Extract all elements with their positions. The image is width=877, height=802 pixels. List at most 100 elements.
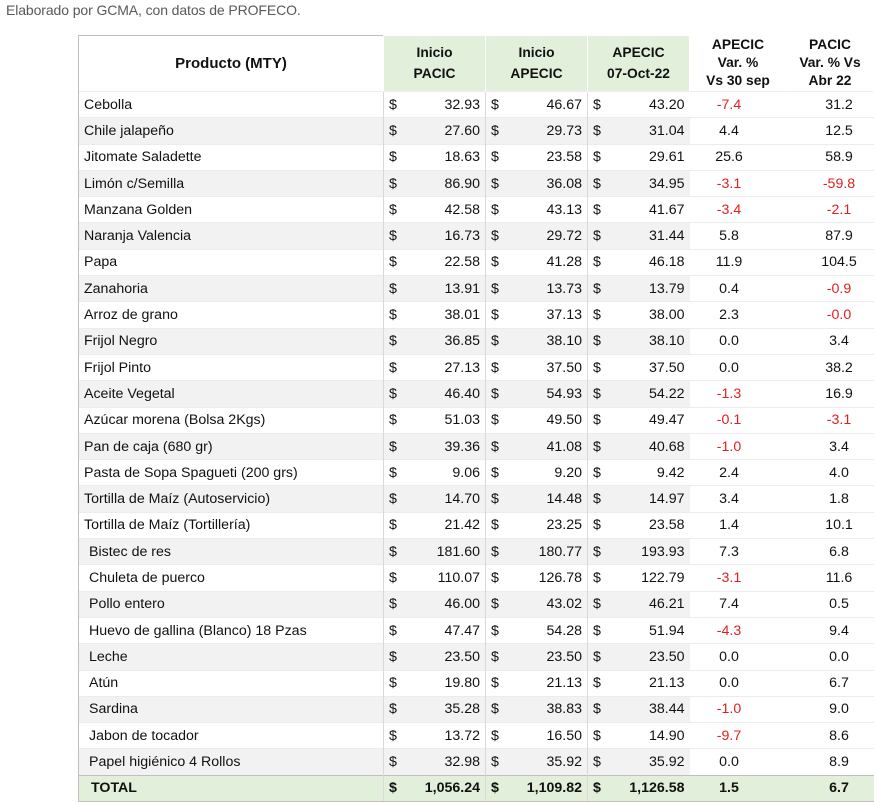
currency-symbol: $ bbox=[383, 143, 400, 171]
inicio-apecic-cell: 46.67 bbox=[501, 90, 588, 118]
product-cell: Cebolla bbox=[78, 90, 384, 118]
inicio-pacic-cell: 38.01 bbox=[399, 301, 486, 329]
inicio-pacic-cell: 32.93 bbox=[399, 90, 486, 118]
inicio-pacic-cell: 42.58 bbox=[399, 196, 486, 223]
inicio-pacic-cell: 39.36 bbox=[399, 432, 486, 460]
currency-symbol: $ bbox=[485, 222, 502, 250]
table-row: Frijol Pinto $27.13 $37.50 $37.50 0.0 38.2 bbox=[78, 353, 874, 381]
product-cell: Aceite Vegetal bbox=[78, 380, 384, 408]
inicio-apecic-cell: 37.13 bbox=[501, 301, 588, 329]
apecic-oct-cell: 38.44 bbox=[603, 695, 690, 723]
inicio-apecic-cell: 29.72 bbox=[501, 222, 588, 250]
table-row: Papa $22.58 $41.28 $46.18 11.9 104.5 bbox=[78, 248, 874, 276]
var-30sep-cell: -4.3 bbox=[689, 616, 787, 644]
inicio-apecic-cell: 13.73 bbox=[501, 275, 588, 302]
header-apecic-var-line1: APECIC bbox=[711, 37, 765, 53]
var-30sep-cell: 7.3 bbox=[689, 538, 787, 565]
product-cell: Manzana Golden bbox=[78, 196, 384, 223]
header-row: Producto (MTY) Inicio PACIC Inicio APECI… bbox=[78, 35, 874, 92]
var-30sep-cell: 0.4 bbox=[689, 275, 787, 302]
inicio-apecic-cell: 54.28 bbox=[501, 616, 588, 644]
apecic-oct-cell: 14.90 bbox=[603, 722, 690, 749]
apecic-oct-cell: 46.18 bbox=[603, 248, 690, 276]
currency-symbol: $ bbox=[485, 275, 502, 302]
inicio-pacic-cell: 35.28 bbox=[399, 695, 486, 723]
currency-symbol: $ bbox=[587, 564, 604, 592]
product-cell: Azúcar morena (Bolsa 2Kgs) bbox=[78, 406, 384, 434]
var-abr22-cell: -0.9 bbox=[786, 275, 874, 302]
table-row: Bistec de res $181.60 $180.77 $193.93 7.3 6.8 bbox=[78, 538, 874, 565]
inicio-apecic-cell: 54.93 bbox=[501, 380, 588, 408]
currency-symbol: $ bbox=[485, 406, 502, 434]
table-row: Pasta de Sopa Spagueti (200 grs) $9.06 $9.… bbox=[78, 459, 874, 486]
currency-symbol: $ bbox=[485, 590, 502, 618]
currency-symbol: $ bbox=[485, 748, 502, 776]
product-cell: Zanahoria bbox=[78, 275, 384, 302]
var-30sep-cell: 2.3 bbox=[689, 301, 787, 329]
apecic-oct-cell: 31.44 bbox=[603, 222, 690, 250]
currency-symbol: $ bbox=[383, 722, 400, 749]
currency-symbol: $ bbox=[383, 590, 400, 618]
var-abr22-cell: 38.2 bbox=[786, 353, 874, 381]
currency-symbol: $ bbox=[383, 353, 400, 381]
product-cell: Bistec de res bbox=[78, 538, 384, 565]
inicio-apecic-cell: 23.50 bbox=[501, 643, 588, 671]
inicio-apecic-cell: 38.83 bbox=[501, 695, 588, 723]
currency-symbol: $ bbox=[587, 353, 604, 381]
inicio-pacic-cell: 21.42 bbox=[399, 511, 486, 539]
var-30sep-cell: 5.8 bbox=[689, 222, 787, 250]
product-cell: Pollo entero bbox=[78, 590, 384, 618]
table-row: Sardina $35.28 $38.83 $38.44 -1.0 9.0 bbox=[78, 695, 874, 723]
inicio-pacic-cell: 13.72 bbox=[399, 722, 486, 749]
var-abr22-cell: -59.8 bbox=[786, 169, 874, 197]
var-30sep-cell: -3.1 bbox=[689, 169, 787, 197]
currency-symbol: $ bbox=[383, 695, 400, 723]
product-cell: TOTAL bbox=[78, 774, 384, 802]
var-30sep-cell: 0.0 bbox=[689, 643, 787, 671]
currency-symbol: $ bbox=[383, 511, 400, 539]
var-30sep-cell: -0.1 bbox=[689, 406, 787, 434]
header-inicio-apecic: Inicio APECIC bbox=[485, 35, 588, 92]
inicio-apecic-cell: 43.02 bbox=[501, 590, 588, 618]
header-apecic-var-line2: Var. % bbox=[717, 55, 759, 71]
currency-symbol: $ bbox=[587, 143, 604, 171]
inicio-apecic-cell: 29.73 bbox=[501, 117, 588, 145]
currency-symbol: $ bbox=[383, 90, 400, 118]
header-inicio-pacic: Inicio PACIC bbox=[383, 35, 486, 92]
apecic-oct-cell: 1,126.58 bbox=[603, 774, 690, 802]
table-row: Azúcar morena (Bolsa 2Kgs) $51.03 $49.50 $4… bbox=[78, 406, 874, 434]
inicio-apecic-cell: 14.48 bbox=[501, 485, 588, 513]
var-30sep-cell: 1.4 bbox=[689, 511, 787, 539]
table-row: Zanahoria $13.91 $13.73 $13.79 0.4 -0.9 bbox=[78, 275, 874, 302]
currency-symbol: $ bbox=[383, 616, 400, 644]
currency-symbol: $ bbox=[587, 459, 604, 486]
currency-symbol: $ bbox=[587, 90, 604, 118]
var-abr22-cell: 9.4 bbox=[786, 616, 874, 644]
currency-symbol: $ bbox=[485, 90, 502, 118]
inicio-apecic-cell: 41.08 bbox=[501, 432, 588, 460]
var-30sep-cell: 25.6 bbox=[689, 143, 787, 171]
inicio-apecic-cell: 180.77 bbox=[501, 538, 588, 565]
apecic-oct-cell: 38.00 bbox=[603, 301, 690, 329]
currency-symbol: $ bbox=[383, 196, 400, 223]
inicio-apecic-cell: 23.25 bbox=[501, 511, 588, 539]
currency-symbol: $ bbox=[383, 564, 400, 592]
currency-symbol: $ bbox=[587, 669, 604, 697]
var-abr22-cell: 10.1 bbox=[786, 511, 874, 539]
inicio-pacic-cell: 16.73 bbox=[399, 222, 486, 250]
currency-symbol: $ bbox=[587, 117, 604, 145]
product-cell: Leche bbox=[78, 643, 384, 671]
product-cell: Pasta de Sopa Spagueti (200 grs) bbox=[78, 459, 384, 486]
table-row: Tortilla de Maíz (Tortillería) $21.42 $23.… bbox=[78, 511, 874, 539]
apecic-oct-cell: 29.61 bbox=[603, 143, 690, 171]
table-row: Pollo entero $46.00 $43.02 $46.21 7.4 0.5 bbox=[78, 590, 874, 618]
currency-symbol: $ bbox=[587, 196, 604, 223]
var-30sep-cell: 0.0 bbox=[689, 669, 787, 697]
inicio-apecic-cell: 1,109.82 bbox=[501, 774, 588, 802]
inicio-pacic-cell: 27.60 bbox=[399, 117, 486, 145]
header-apecic-oct: APECIC 07-Oct-22 bbox=[587, 35, 690, 92]
product-cell: Chile jalapeño bbox=[78, 117, 384, 145]
product-cell: Jitomate Saladette bbox=[78, 143, 384, 171]
table-row: Pan de caja (680 gr) $39.36 $41.08 $40.68 -1… bbox=[78, 432, 874, 460]
header-apecic-var-line3: Vs 30 sep bbox=[706, 73, 770, 89]
